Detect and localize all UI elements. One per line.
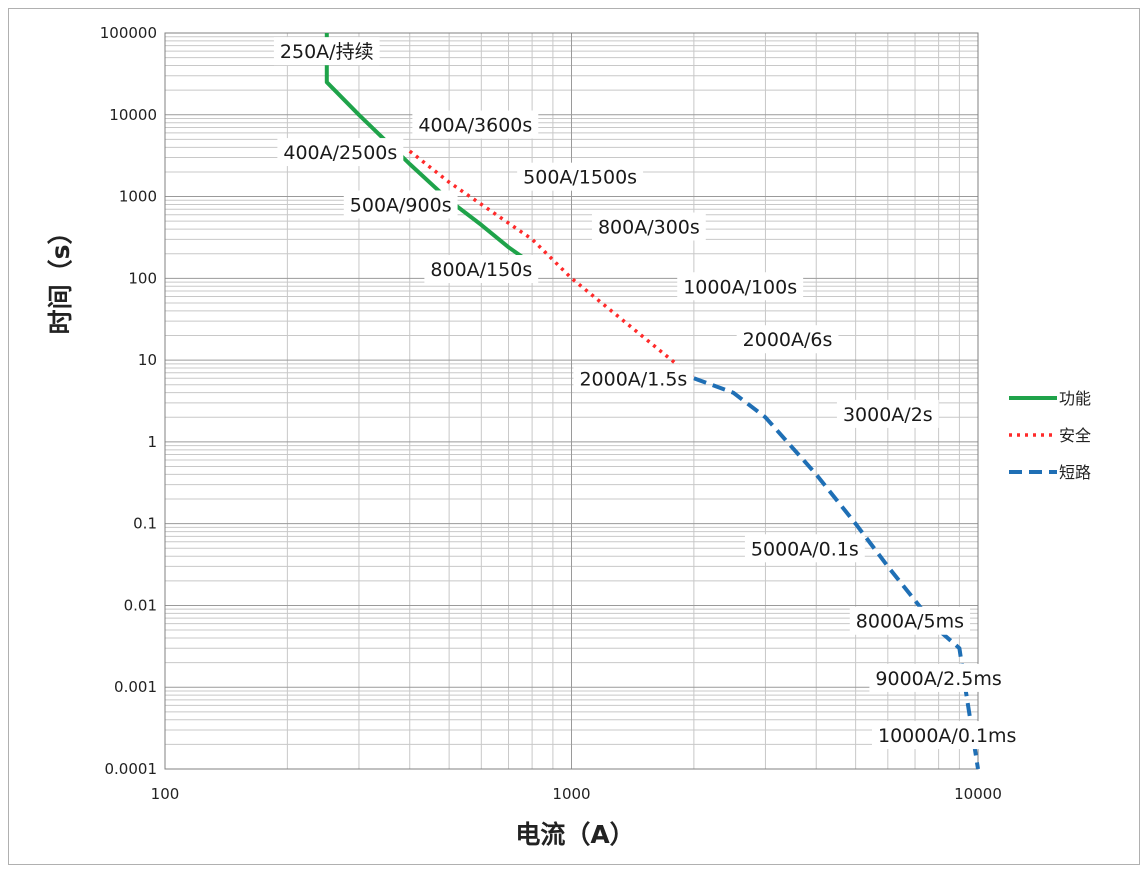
annotation-label: 1000A/100s: [683, 276, 797, 298]
annotation: 8000A/5ms: [849, 606, 971, 635]
time-current-chart: 250A/持续 400A/3600s 400A/2500s 500A/1500s 500…: [46, 24, 1091, 849]
annotation: 500A/900s: [343, 190, 458, 219]
annotation-label: 500A/1500s: [523, 167, 637, 189]
annotation-label: 800A/300s: [598, 217, 700, 239]
series-line-3: [693, 376, 980, 770]
annotation: 10000A/0.1ms: [871, 721, 1023, 750]
y-tick-label: 1000: [119, 188, 157, 206]
x-axis-label: 电流（A）: [515, 820, 634, 849]
annotation: 2000A/1.5s: [573, 364, 694, 393]
annotation-box: [591, 212, 706, 241]
annotation-label: 2000A/6s: [743, 329, 833, 351]
annotation-label: 250A/持续: [280, 41, 374, 63]
annotation-box: [871, 721, 1023, 750]
annotation-label: 9000A/2.5ms: [875, 668, 1001, 690]
annotation: 800A/150s: [424, 255, 539, 284]
y-tick-label: 100000: [100, 24, 157, 42]
x-tick-label: 1000: [552, 785, 590, 803]
annotation-label: 10000A/0.1ms: [878, 725, 1016, 747]
annotation-box: [677, 272, 804, 301]
y-axis-ticks: 0.0001 0.001 0.01 0.1 1 10 100 1000 10000 100000: [100, 24, 157, 778]
annotation-label: 500A/900s: [350, 194, 452, 216]
annotation: 3000A/2s: [836, 399, 939, 428]
annotation-box: [736, 325, 839, 354]
legend-label-2: 安全: [1059, 426, 1091, 445]
annotation-label: 800A/150s: [430, 259, 532, 281]
annotation-label: 8000A/5ms: [856, 611, 964, 633]
annotation: 500A/1500s: [517, 162, 644, 191]
legend-label-3: 短路: [1059, 463, 1091, 482]
y-tick-label: 1: [147, 433, 157, 451]
series-line-2: [408, 149, 696, 380]
annotation-box: [849, 606, 971, 635]
x-tick-label: 10000: [954, 785, 1002, 803]
annotation: 2000A/6s: [736, 325, 839, 354]
annotation-box: [273, 37, 380, 66]
legend-label-1: 功能: [1059, 389, 1091, 408]
y-tick-label: 0.001: [114, 678, 157, 696]
annotation-box: [343, 190, 458, 219]
annotation-box: [869, 663, 1008, 692]
annotation-label: 5000A/0.1s: [751, 538, 859, 560]
y-tick-label: 10: [138, 351, 157, 369]
annotation-box: [517, 162, 644, 191]
annotation: 400A/2500s: [277, 138, 404, 167]
annotation: 5000A/0.1s: [744, 534, 865, 563]
y-tick-label: 0.01: [124, 596, 157, 614]
annotation-box: [412, 110, 539, 139]
y-tick-label: 100: [128, 269, 157, 287]
annotation: 250A/持续: [273, 37, 380, 66]
plot-border: [164, 32, 979, 770]
annotation-label: 2000A/1.5s: [579, 368, 687, 390]
y-tick-label: 0.1: [133, 515, 157, 533]
annotation-box: [744, 534, 865, 563]
series-line-1: [324, 33, 534, 266]
y-tick-label: 0.0001: [105, 760, 158, 778]
annotation-box: [573, 364, 694, 393]
annotation-box: [277, 138, 404, 167]
annotation: 800A/300s: [591, 212, 706, 241]
annotation-box: [424, 255, 539, 284]
annotation-label: 3000A/2s: [843, 404, 933, 426]
annotation: 9000A/2.5ms: [869, 663, 1008, 692]
annotation-layer: 250A/持续 400A/3600s 400A/2500s 500A/1500s 500…: [273, 37, 1023, 750]
chart-frame: 250A/持续 400A/3600s 400A/2500s 500A/1500s 500…: [8, 8, 1140, 865]
annotation-label: 400A/2500s: [283, 142, 397, 164]
x-axis-ticks: 100 1000 10000: [151, 785, 1002, 803]
annotation: 400A/3600s: [412, 110, 539, 139]
annotation-label: 400A/3600s: [418, 115, 532, 137]
y-tick-label: 10000: [109, 106, 157, 124]
annotation-box: [836, 399, 939, 428]
annotation: 1000A/100s: [677, 272, 804, 301]
x-tick-label: 100: [151, 785, 180, 803]
y-axis-label: 时间（s）: [46, 220, 75, 335]
